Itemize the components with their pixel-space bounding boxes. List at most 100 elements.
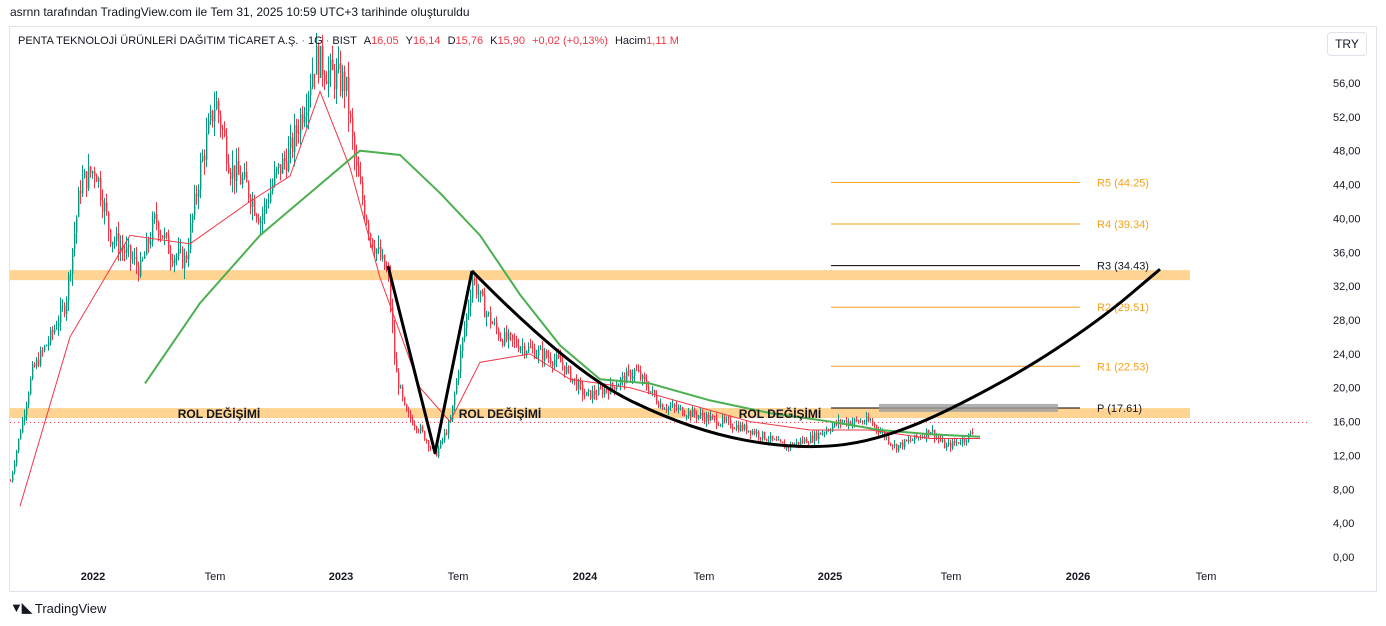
candle-body (418, 430, 420, 432)
candle-body (738, 425, 740, 432)
candle-body (110, 229, 112, 245)
support-band (10, 408, 1190, 419)
candle-body (148, 238, 150, 245)
candle-body (316, 45, 318, 75)
candle-body (364, 200, 366, 217)
candle-body (942, 440, 944, 442)
candle-body (904, 439, 906, 448)
candle-body (608, 390, 610, 395)
candle-body (886, 436, 888, 438)
candle-body (348, 76, 350, 115)
candle-body (624, 375, 626, 384)
candle-body (632, 375, 634, 379)
candle-body (216, 100, 218, 110)
candle-body (526, 351, 528, 355)
candle-body (460, 350, 462, 373)
candle-body (504, 331, 506, 346)
candle-body (900, 442, 902, 446)
candle-body (732, 427, 734, 429)
candle-body (486, 313, 488, 318)
candle-body (824, 432, 826, 434)
candle-body (334, 70, 336, 90)
candle-body (210, 110, 212, 121)
candle-body (60, 306, 62, 323)
candle-body (24, 414, 26, 420)
candle-body (650, 391, 652, 393)
candle-body (952, 441, 954, 448)
interval-label[interactable]: 1G (308, 35, 323, 47)
candle-body (832, 426, 834, 431)
y-tick-label: 16,00 (1333, 417, 1361, 429)
candle-body (224, 129, 226, 136)
candle-body (694, 409, 696, 415)
symbol-name[interactable]: PENTA TEKNOLOJİ ÜRÜNLERİ DAĞITIM TİCARET… (18, 35, 299, 47)
candle-body (174, 257, 176, 264)
candle-body (822, 432, 824, 435)
candle-body (252, 199, 254, 208)
candle-body (902, 442, 904, 448)
candle-body (142, 258, 144, 260)
candle-body (376, 249, 378, 254)
candle-body (410, 413, 412, 420)
candle-body (262, 213, 264, 221)
candle-body (124, 249, 126, 253)
currency-button[interactable]: TRY (1327, 32, 1367, 56)
candle-body (678, 407, 680, 410)
candle-body (158, 222, 160, 235)
candle-body (744, 424, 746, 430)
candle-body (398, 372, 400, 389)
y-tick-label: 44,00 (1333, 180, 1361, 192)
candle-body (98, 177, 100, 182)
candle-body (864, 422, 866, 424)
candle-body (516, 340, 518, 346)
band-label: ROL DEĞİŞİMİ (178, 406, 260, 421)
candle-body (44, 345, 46, 351)
candle-body (468, 306, 470, 315)
candle-body (766, 439, 768, 441)
candle-body (312, 73, 314, 88)
candle-body (874, 424, 876, 426)
candle-body (660, 404, 662, 408)
candle-body (588, 390, 590, 392)
candle-body (722, 417, 724, 425)
candle-body (758, 431, 760, 438)
candle-body (328, 70, 330, 84)
candle-body (908, 439, 910, 442)
candle-body (724, 417, 726, 421)
candle-body (198, 189, 200, 197)
high-label: Y (405, 35, 413, 47)
candle-body (860, 421, 862, 423)
candle-body (568, 366, 570, 368)
candle-body (482, 290, 484, 296)
candle-body (498, 329, 500, 338)
candle-body (962, 438, 964, 444)
candle-body (564, 365, 566, 374)
candle-body (78, 190, 80, 217)
candle-body (202, 155, 204, 162)
candle-body (280, 164, 282, 174)
candle-body (112, 241, 114, 245)
candle-body (706, 414, 708, 422)
candle-body (70, 273, 72, 275)
candle-body (944, 440, 946, 449)
candle-body (126, 247, 128, 253)
candle-body (46, 345, 48, 346)
tradingview-footer[interactable]: ▼◣ TradingView (10, 600, 106, 616)
candle-body (946, 445, 948, 449)
brand-label: TradingView (34, 600, 107, 616)
candle-body (324, 74, 326, 81)
candle-body (114, 241, 116, 243)
candle-body (66, 300, 68, 314)
candle-body (408, 411, 410, 414)
x-tick-label: 2025 (818, 571, 842, 583)
candle-body (436, 450, 438, 457)
candle-body (226, 135, 228, 164)
candle-body (714, 416, 716, 418)
candle-body (654, 390, 656, 396)
candle-body (42, 350, 44, 352)
candle-body (866, 416, 868, 423)
candle-body (556, 354, 558, 361)
candle-body (242, 177, 244, 184)
candle-body (882, 432, 884, 433)
